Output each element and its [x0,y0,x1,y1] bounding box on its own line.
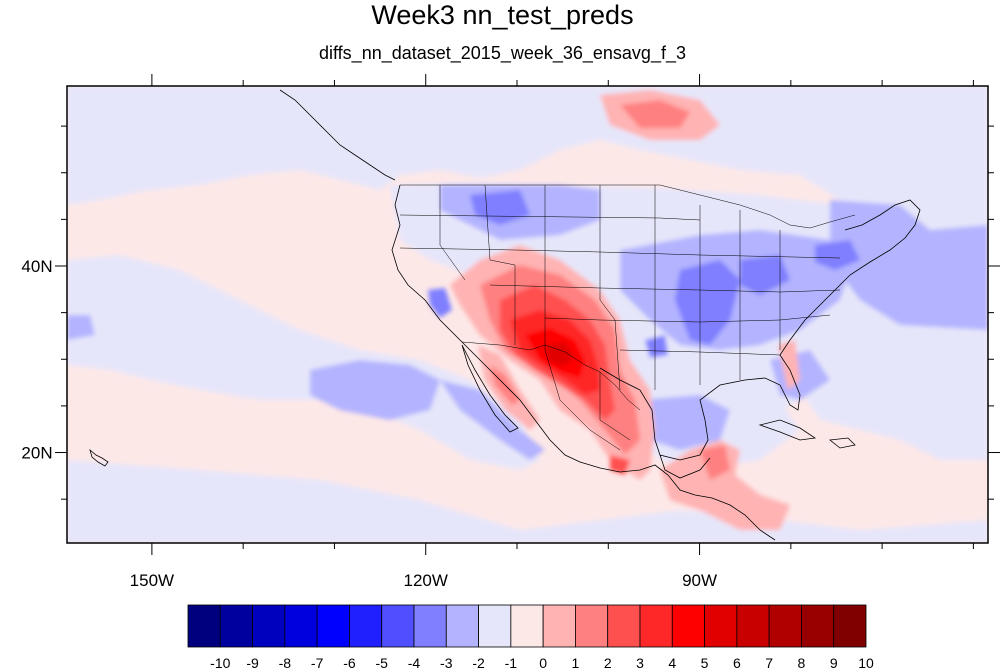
map-title: Week3 nn_test_preds [371,0,634,30]
colorbar-label: -6 [343,655,356,671]
colorbar-label: -5 [375,655,388,671]
coastline-yucatan [659,454,711,479]
lon-tick-label: 120W [404,571,448,590]
colorbar-label: 4 [668,655,676,671]
field-negative-medblue-california [428,288,452,318]
colorbar-swatch [284,604,318,648]
coastline-cuba [758,419,817,441]
field-negative-lavender-pacific [67,255,540,470]
colorbar-swatch [316,604,350,648]
colorbar-label: 9 [830,655,838,671]
field-negative-medblue-mississippi [675,260,740,345]
colorbar-swatch [413,604,447,648]
coastline-north-america [391,184,776,541]
border-state-north-south-2 [484,184,516,345]
colorbar-label: 2 [604,655,612,671]
colorbar-swatch [639,604,673,648]
border-state-north-south-1 [439,185,466,281]
map-ticks [55,74,1000,555]
colorbar-swatch [542,604,576,648]
field-negative-lightblue-pacific [310,360,440,420]
coastline-gulf [599,199,921,461]
coastline-baja [461,344,519,433]
field-positive-lightred-florida [778,340,800,390]
colorbar-label: 5 [701,655,709,671]
coastline-alaska [279,89,396,181]
colorbar-label: 0 [539,655,547,671]
map-subtitle: diffs_nn_dataset_2015_week_36_ensavg_f_3 [319,43,686,63]
border-state-east-west-2 [399,247,841,259]
map-field [67,86,988,543]
field-negative-lavender-north [67,86,988,262]
field-negative-lightblue-baja-west [440,380,545,460]
colorbar-swatch [187,604,221,648]
border-state-east-west-3 [489,284,841,293]
border-mexico-states-1 [544,349,621,451]
colorbar-label: 6 [733,655,741,671]
colorbar-swatch [704,604,738,648]
field-positive-red-mexico-south [610,455,630,475]
field-positive-lightred-caribbean [660,440,790,530]
colorbar [187,604,867,648]
colorbar-swatch [349,604,383,648]
colorbar-label: -4 [408,655,421,671]
colorbar-label: -7 [311,655,324,671]
colorbar-swatch [252,604,286,648]
field-negative-lightblue-canada-east [830,200,988,330]
colorbar-swatch [607,604,641,648]
field-positive-pink-hudson [620,100,690,128]
colorbar-label: -1 [505,655,518,671]
map-frame [66,85,989,544]
colorbar-swatch [768,604,802,648]
colorbar-labels: -10 -9 -8 -7 -6 -5 -4 -3 -2 -1 0 1 2 3 4 5 6 7 8 9 10 [210,655,874,671]
border-state-east-west-5 [619,349,781,356]
colorbar-label: -3 [440,655,453,671]
map-tick-labels: 150W 120W 90W 40N 20N [21,257,717,590]
colorbar-label: -9 [246,655,259,671]
colorbar-label: -2 [472,655,485,671]
field-negative-medblue-arklatex [645,335,668,358]
colorbar-label: 7 [765,655,773,671]
lat-tick-label: 20N [21,444,52,463]
field-positive-darkred-core [545,342,575,366]
field-negative-medblue-northeast [815,240,860,270]
colorbar-swatch [381,604,415,648]
colorbar-swatch [478,604,512,648]
field-positive-pink-honduras [700,445,730,480]
border-us-canada [400,184,856,229]
colorbar-swatch [671,604,705,648]
colorbar-swatch [510,604,544,648]
colorbar-swatch [833,604,867,648]
border-us-mexico [461,341,641,411]
political-borders [399,184,856,451]
colorbar-label: 8 [798,655,806,671]
lat-tick-label: 40N [21,257,52,276]
coastline-hispaniola [828,437,856,449]
colorbar-swatch [219,604,253,648]
border-mexico-states-2 [599,372,631,441]
colorbar-label: 10 [858,655,874,671]
field-negative-medblue-ohio [740,255,790,295]
coastlines [89,89,921,541]
border-state-east-west-4 [544,314,831,323]
colorbar-label: -10 [210,655,230,671]
colorbar-swatch [445,604,479,648]
lon-tick-label: 90W [682,571,717,590]
border-state-north-south-4 [599,185,621,391]
field-negative-lightblue-alaska-coast [67,315,95,340]
colorbar-label: 3 [636,655,644,671]
colorbar-swatch [736,604,770,648]
border-state-east-west-1 [399,214,701,221]
lon-tick-label: 150W [130,571,174,590]
coastline-hawaii [89,448,109,467]
colorbar-swatch [801,604,835,648]
colorbar-label: -8 [279,655,292,671]
colorbar-label: 1 [572,655,580,671]
colorbar-swatch [575,604,609,648]
